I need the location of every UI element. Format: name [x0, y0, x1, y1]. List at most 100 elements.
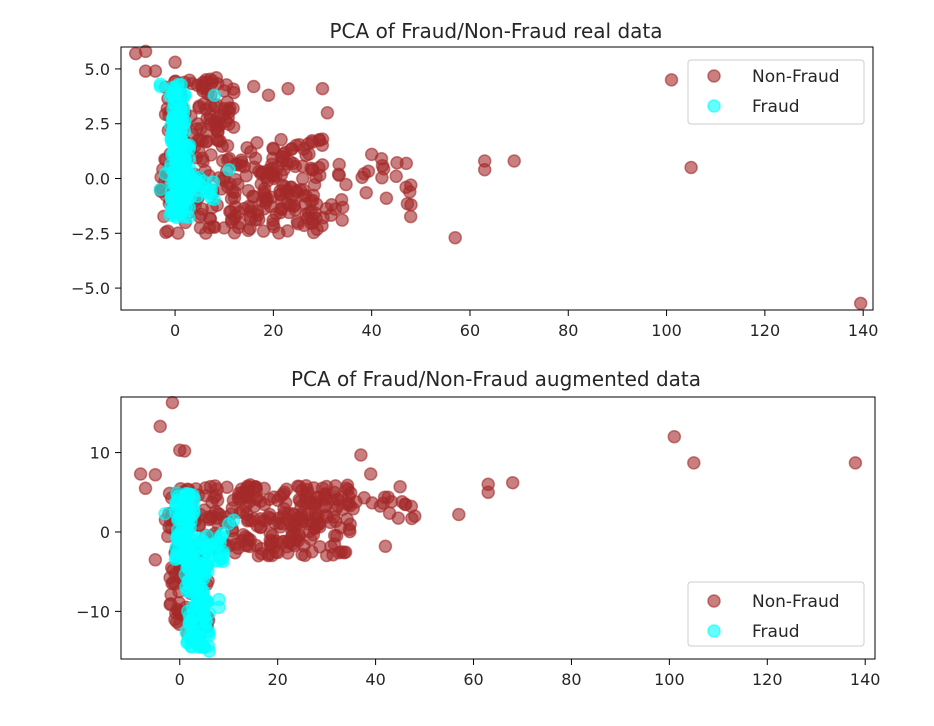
point-non-fraud [246, 79, 261, 94]
subplot-augmented-data: PCA of Fraud/Non-Fraud augmented data 0 2… [76, 367, 880, 689]
point-non-fraud [148, 64, 163, 78]
point-fraud [200, 594, 214, 609]
point-non-fraud [256, 224, 271, 238]
x-tick-label: 60 [460, 321, 480, 340]
x-tick-label: 100 [654, 670, 685, 689]
point-non-fraud [507, 154, 521, 168]
point-fraud [214, 547, 229, 562]
legend-marker-non-fraud [707, 594, 721, 608]
y-tick-label: −5.0 [71, 279, 110, 298]
point-non-fraud [227, 85, 241, 100]
point-fraud [226, 513, 241, 527]
point-non-fraud [287, 198, 302, 212]
point-non-fraud [393, 479, 407, 494]
point-non-fraud [315, 132, 330, 146]
x-tick-label: 60 [463, 670, 483, 689]
point-non-fraud [133, 467, 148, 481]
point-non-fraud [379, 191, 394, 205]
point-non-fraud [272, 516, 286, 531]
point-non-fraud [399, 180, 413, 195]
point-fraud [173, 526, 187, 540]
point-non-fraud [505, 475, 520, 490]
point-non-fraud [291, 216, 305, 231]
point-non-fraud [226, 120, 241, 134]
point-non-fraud [196, 154, 210, 169]
point-non-fraud [223, 204, 237, 219]
point-non-fraud [319, 548, 334, 563]
point-non-fraud [853, 296, 868, 311]
x-tick-label: 120 [750, 321, 781, 340]
point-non-fraud [389, 169, 403, 184]
scatter-marks [128, 44, 868, 311]
point-non-fraud [282, 533, 296, 548]
point-fraud [158, 506, 172, 521]
point-fraud [180, 138, 195, 153]
point-non-fraud [236, 504, 250, 518]
point-non-fraud [664, 73, 679, 87]
point-non-fraud [251, 548, 266, 563]
point-non-fraud [279, 482, 294, 496]
x-tick-label: 140 [850, 670, 881, 689]
point-non-fraud [169, 615, 184, 629]
point-non-fraud [148, 553, 163, 567]
series-fraud [153, 77, 236, 225]
point-non-fraud [265, 534, 280, 549]
point-non-fraud [273, 184, 287, 198]
point-non-fraud [667, 429, 682, 444]
point-non-fraud [452, 507, 466, 522]
x-tick-label: 120 [752, 670, 783, 689]
point-non-fraud [295, 483, 309, 498]
legend-marker-fraud [707, 99, 721, 113]
point-non-fraud [477, 162, 492, 177]
point-non-fraud [165, 395, 180, 410]
y-axis: −10 0 10 [76, 444, 121, 621]
point-non-fraud [346, 502, 360, 516]
point-fraud [177, 209, 192, 224]
point-non-fraud [408, 509, 422, 523]
point-non-fraud [280, 224, 295, 238]
point-non-fraud [374, 152, 389, 166]
point-non-fraud [138, 481, 153, 496]
point-non-fraud [253, 494, 268, 509]
legend: Non-Fraud Fraud [687, 59, 865, 125]
point-non-fraud [403, 209, 418, 224]
point-fraud [175, 510, 189, 525]
point-non-fraud [303, 495, 318, 509]
point-non-fraud [398, 497, 412, 511]
point-fraud [206, 175, 221, 189]
point-non-fraud [275, 150, 290, 165]
point-non-fraud [481, 485, 495, 500]
point-non-fraud [246, 512, 261, 526]
point-fraud [163, 208, 178, 223]
y-tick-label: −10 [76, 602, 110, 621]
point-non-fraud [359, 185, 373, 200]
point-non-fraud [148, 468, 163, 482]
point-non-fraud [210, 493, 225, 508]
point-non-fraud [318, 487, 332, 502]
point-non-fraud [222, 151, 237, 166]
point-non-fraud [262, 507, 277, 522]
point-fraud [171, 492, 186, 507]
legend-label-non-fraud: Non-Fraud [752, 592, 840, 612]
point-fraud [192, 170, 206, 184]
legend-box [687, 581, 865, 647]
point-non-fraud [357, 491, 371, 505]
x-tick-label: 40 [361, 321, 381, 340]
legend-marker-fraud [707, 624, 721, 638]
point-non-fraud [209, 70, 224, 85]
point-non-fraud [168, 55, 182, 70]
point-fraud [170, 147, 184, 161]
y-tick-label: 2.5 [85, 115, 110, 134]
point-non-fraud [281, 81, 295, 96]
point-fraud [193, 549, 208, 563]
point-non-fraud [300, 507, 315, 522]
point-fraud [180, 192, 195, 207]
point-non-fraud [363, 467, 378, 481]
x-tick-label: 20 [267, 670, 287, 689]
point-non-fraud [330, 529, 344, 543]
point-non-fraud [208, 479, 222, 493]
point-non-fraud [238, 530, 253, 544]
scatter-marks [133, 395, 863, 658]
point-non-fraud [390, 156, 404, 170]
